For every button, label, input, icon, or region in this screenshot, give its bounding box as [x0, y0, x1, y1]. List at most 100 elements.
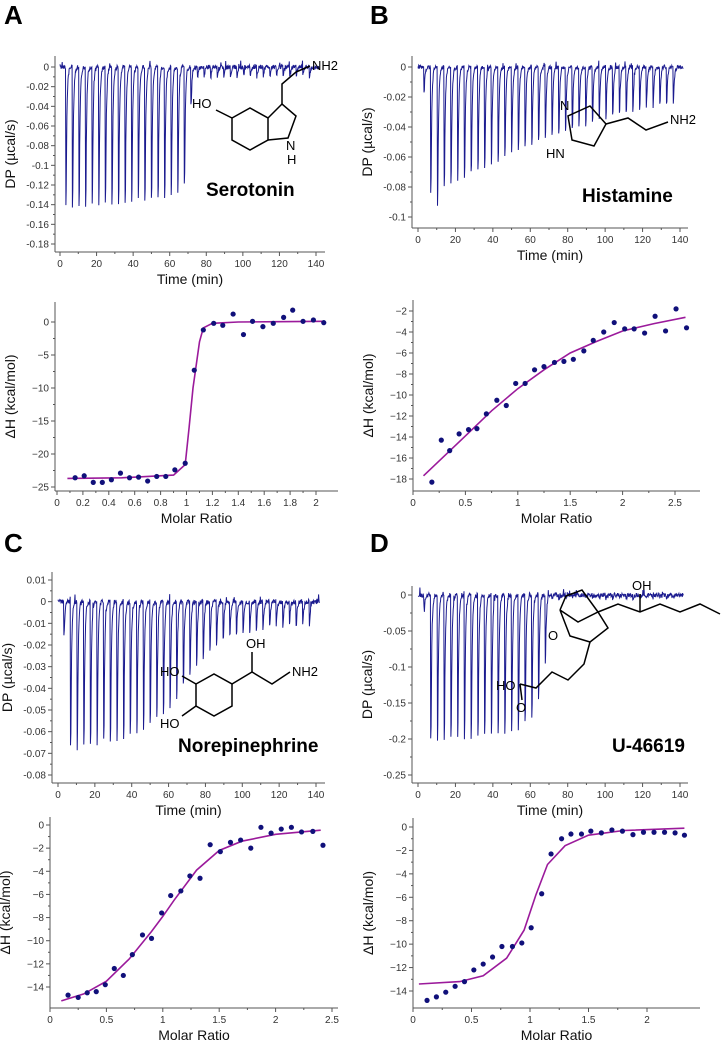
data-point: [182, 460, 188, 466]
data-point: [310, 828, 316, 834]
x-tick-label: 140: [672, 235, 689, 246]
y-tick-label: -0.02: [383, 93, 406, 104]
data-point: [163, 473, 169, 480]
data-point: [281, 314, 287, 320]
chart-d-dp: 0 -0.05 -0.1 -0.15 -0.2 -0.25 0 20 40 60 80 100 120 1…: [359, 586, 689, 818]
data-point: [480, 961, 486, 967]
y-tick-label: −2: [33, 844, 45, 855]
x-tick-label: 0: [410, 1015, 416, 1026]
data-point: [429, 479, 435, 485]
data-point: [154, 473, 160, 480]
data-point: [619, 828, 626, 834]
data-point: [220, 322, 226, 328]
data-point: [461, 979, 468, 985]
data-point: [108, 477, 114, 483]
y-tick-label: -0.1: [389, 213, 407, 224]
molecule-name-norepinephrine: Norepinephrine: [178, 736, 318, 757]
y-tick-label: -0.03: [23, 662, 46, 673]
data-point: [465, 427, 472, 433]
data-point: [207, 842, 213, 848]
atom-label: O: [548, 628, 558, 643]
data-point: [200, 327, 206, 333]
data-point: [499, 943, 505, 950]
dp-trace: [417, 60, 684, 206]
data-point: [683, 325, 690, 331]
y-tick-label: −16: [390, 454, 407, 465]
data-point: [168, 892, 174, 899]
y-axis-title: DP (µcal/s): [0, 643, 15, 712]
data-point: [541, 364, 547, 370]
data-point: [609, 827, 615, 833]
fit-curve: [61, 829, 321, 1002]
y-tick-label: −8: [396, 370, 408, 381]
data-point: [75, 994, 81, 1001]
y-tick-label: −10: [390, 940, 407, 951]
y-tick-label: 0: [400, 591, 406, 602]
x-axis-title: Time (min): [155, 802, 221, 818]
y-tick-label: -0.04: [26, 102, 49, 113]
x-tick-label: 1.4: [231, 498, 245, 509]
y-tick-label: -0.04: [383, 123, 406, 134]
histamine-structure: N HN NH2 Histamine: [546, 98, 696, 207]
y-tick-label: -0.05: [23, 706, 46, 717]
data-point: [622, 326, 628, 332]
data-point: [268, 830, 274, 836]
data-point: [320, 842, 326, 848]
y-tick-label: -0.1: [389, 663, 407, 674]
y-tick-label: -0.25: [383, 771, 406, 782]
dp-trace: [417, 587, 684, 741]
data-point: [662, 328, 669, 334]
atom-label: O: [516, 700, 526, 715]
x-tick-label: 1: [160, 1015, 166, 1026]
x-tick-label: 140: [308, 790, 325, 801]
data-point: [673, 306, 679, 312]
x-tick-label: 2.5: [325, 1015, 339, 1026]
data-point: [681, 832, 688, 838]
panel-label-c: C: [4, 528, 23, 558]
y-tick-label: -0.14: [26, 200, 49, 211]
data-point: [65, 992, 71, 998]
y-tick-label: −20: [32, 450, 49, 461]
x-tick-label: 60: [525, 790, 537, 801]
chart-b-dh: −2 −4 −6 −8 −10 −12 −14 −16 −18 0 0.5 1 1.5 2 2.5 Molar…: [360, 300, 700, 526]
y-tick-label: −8: [396, 916, 408, 927]
data-point: [661, 829, 668, 835]
y-tick-label: 0: [43, 63, 49, 74]
x-tick-label: 1: [527, 1015, 533, 1026]
y-tick-label: -0.04: [23, 684, 46, 695]
data-point: [310, 317, 317, 323]
data-point: [551, 359, 558, 366]
y-tick-label: -0.06: [23, 727, 46, 738]
data-point: [651, 829, 657, 835]
data-point: [172, 467, 178, 473]
y-tick-label: -0.1: [32, 161, 50, 172]
x-tick-label: 0: [55, 790, 61, 801]
y-tick-label: 0: [38, 821, 44, 832]
y-axis-title: DP (µcal/s): [359, 650, 375, 719]
data-point: [135, 474, 142, 480]
x-axis-title: Molar Ratio: [521, 510, 593, 526]
atom-label: HN: [546, 146, 565, 161]
chart-c-dh: 0 −2 −4 −6 −8 −10 −12 −14 0 0.5 1 1.5 2 2.5 Molar Rati…: [0, 817, 339, 1043]
data-point: [561, 358, 567, 364]
x-tick-label: 120: [271, 259, 288, 270]
x-tick-label: 60: [525, 235, 537, 246]
x-tick-label: 20: [450, 790, 462, 801]
y-tick-label: −8: [33, 913, 45, 924]
y-tick-label: −14: [390, 987, 407, 998]
data-point: [321, 320, 327, 326]
data-point: [483, 411, 489, 417]
data-point: [494, 397, 500, 403]
molecule-name-serotonin: Serotonin: [206, 180, 295, 201]
data-point: [248, 845, 254, 851]
atom-label: NH2: [670, 112, 696, 127]
data-point: [443, 989, 449, 995]
x-tick-label: 80: [562, 790, 574, 801]
data-point: [503, 402, 509, 409]
x-tick-label: 2.5: [668, 498, 682, 509]
data-point: [117, 470, 124, 476]
y-axis-title: ΔH (kcal/mol): [2, 354, 18, 438]
x-tick-label: 140: [308, 259, 325, 270]
x-tick-label: 0: [54, 498, 60, 509]
